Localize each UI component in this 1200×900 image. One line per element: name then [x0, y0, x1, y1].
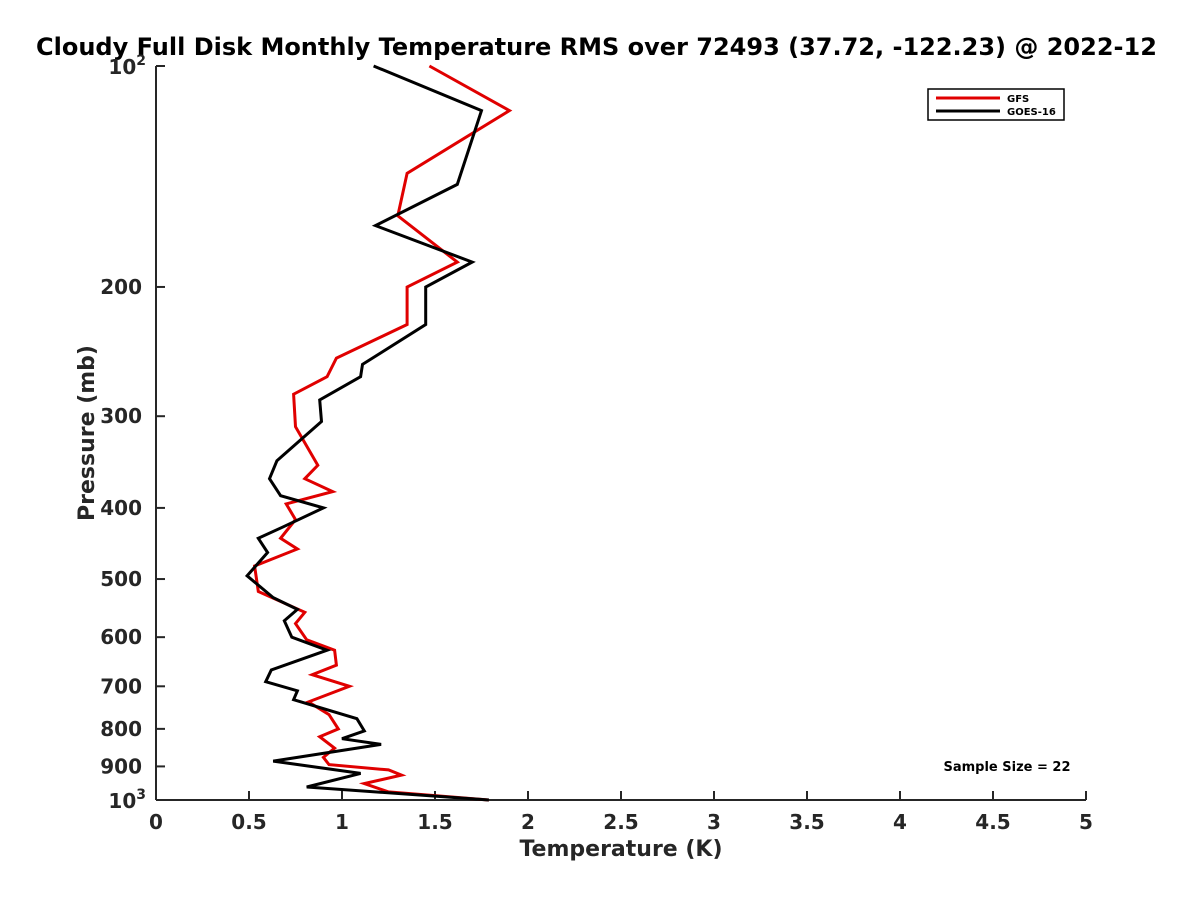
y-tick-exponent: 3	[136, 787, 146, 803]
y-tick-label: 400	[100, 496, 142, 520]
x-tick-label: 4.5	[975, 810, 1010, 834]
series-line-gfs	[252, 64, 513, 802]
y-tick-label: 102	[108, 53, 146, 79]
x-tick-label: 5	[1079, 810, 1093, 834]
legend-label: GOES-16	[1007, 107, 1056, 118]
y-tick-label: 500	[100, 567, 142, 591]
series-line-goes-16	[244, 64, 490, 802]
x-tick-label: 0.5	[231, 810, 266, 834]
x-tick-label: 4	[893, 810, 907, 834]
plot-area: 0 0.5 1 1.5 2 2.5 3 3.5 4 4.5 51022003004005006007…	[100, 53, 1093, 834]
y-tick-label: 200	[100, 275, 142, 299]
y-tick-label: 103	[108, 787, 146, 813]
y-tick-label: 300	[100, 404, 142, 428]
y-tick-exponent: 2	[136, 53, 146, 69]
legend-label: GFS	[1007, 94, 1029, 105]
x-tick-label: 3	[707, 810, 721, 834]
y-tick-label: 900	[100, 754, 142, 778]
y-tick-base: 10	[108, 789, 136, 813]
chart-title: Cloudy Full Disk Monthly Temperature RMS…	[36, 33, 1157, 61]
legend-box	[927, 88, 1065, 121]
x-tick-label: 2.5	[603, 810, 638, 834]
y-tick-base: 10	[108, 55, 136, 79]
x-tick-label: 1	[335, 810, 349, 834]
y-axis-label: Pressure (mb)	[75, 345, 100, 521]
x-axis-label: Temperature (K)	[519, 837, 722, 862]
sample-size-annotation: Sample Size = 22	[943, 760, 1070, 775]
y-tick-label: 600	[100, 625, 142, 649]
x-tick-label: 3.5	[789, 810, 824, 834]
y-tick-label: 800	[100, 717, 142, 741]
y-tick-label: 700	[100, 674, 142, 698]
x-tick-label: 1.5	[417, 810, 452, 834]
x-tick-label: 0	[149, 810, 163, 834]
x-tick-label: 2	[521, 810, 535, 834]
